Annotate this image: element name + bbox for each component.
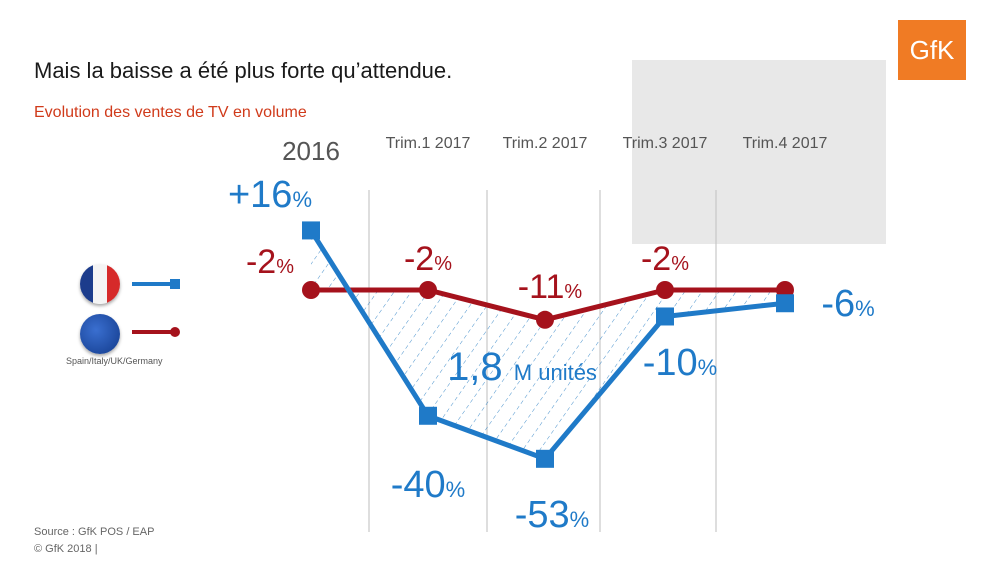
grey-placeholder-panel <box>632 60 886 244</box>
france-point <box>656 307 674 326</box>
france-value-label: -53% <box>515 494 589 536</box>
france-value-label: -10% <box>643 342 717 384</box>
france-flag-icon <box>80 264 120 304</box>
eap-value-label: -11% <box>518 268 583 306</box>
france-point <box>419 406 437 425</box>
france-value-label: +16% <box>228 174 312 216</box>
eap-point <box>536 310 554 329</box>
category-label: Trim.1 2017 <box>386 135 471 152</box>
chart-subtitle: Evolution des ventes de TV en volume <box>34 104 307 121</box>
page-title: Mais la baisse a été plus forte qu’atten… <box>34 58 453 83</box>
eap-value-label: -2% <box>404 240 452 278</box>
france-value-label: -40% <box>391 464 465 506</box>
category-label: Trim.4 2017 <box>743 135 828 152</box>
category-label: Trim.3 2017 <box>623 135 708 152</box>
france-point <box>302 221 320 240</box>
gfk-logo: GfK <box>898 20 966 80</box>
eap-point <box>419 281 437 299</box>
legend-swatches <box>132 279 180 337</box>
legend-eap-marker <box>170 327 180 337</box>
source-line: Source : GfK POS / EAP <box>34 526 155 538</box>
eap-point <box>302 281 320 299</box>
eap-point <box>656 281 674 299</box>
france-value-label: -6% <box>821 283 874 325</box>
eap-value-label: -2% <box>641 240 689 278</box>
source-note: Source : GfK POS / EAP © GfK 2018 | <box>34 524 154 558</box>
france-point <box>536 449 554 468</box>
gap-hatch-area <box>311 230 785 459</box>
category-label: Trim.2 2017 <box>503 135 588 152</box>
france-point <box>776 294 794 313</box>
eu-flag-icon <box>80 314 120 354</box>
legend-france-marker <box>170 279 180 289</box>
legend-caption: Spain/Italy/UK/Germany <box>66 356 163 366</box>
category-label: 2016 <box>282 136 340 166</box>
gap-annotation: 1,8 M unités <box>447 345 597 389</box>
eap-value-label: -2% <box>246 243 294 281</box>
copyright-line: © GfK 2018 | <box>34 543 98 555</box>
